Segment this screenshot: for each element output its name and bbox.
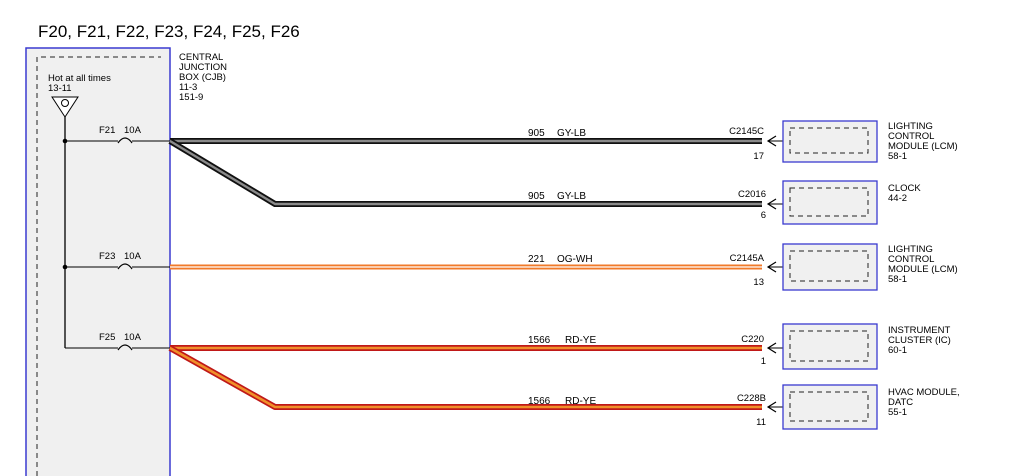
wire-label: 905 GY-LB	[528, 128, 586, 139]
cjb-label-line: JUNCTION	[179, 62, 227, 73]
connector-pin: 1	[761, 356, 766, 367]
cjb-label-line: 11-3	[179, 82, 197, 93]
circuit-number: 1566	[528, 396, 551, 407]
connector-c228b: C228B 11 HVAC MODULE, DATC 55-1	[737, 384, 960, 430]
wire-label: 905 GY-LB	[528, 191, 586, 202]
fuse-name: F21	[99, 125, 115, 136]
wire-1566-to-c228b	[168, 345, 762, 410]
module-box	[782, 180, 878, 225]
module-box	[782, 120, 878, 163]
fuse-rating: 10A	[124, 251, 142, 262]
cjb-label-line: CENTRAL	[179, 52, 223, 63]
circuit-number: 1566	[528, 335, 551, 346]
module-box	[782, 243, 878, 291]
circuit-number: 221	[528, 254, 545, 265]
diagram-title: F20, F21, F22, F23, F24, F25, F26	[38, 22, 300, 41]
connector-name: C2145A	[730, 253, 765, 264]
module-label: 44-2	[888, 193, 907, 204]
module-label: 58-1	[888, 151, 907, 162]
wire-905-to-c2016	[168, 138, 762, 207]
connector-name: C220	[741, 334, 764, 345]
module-label: 55-1	[888, 407, 907, 418]
circuit-number: 905	[528, 191, 545, 202]
fuse-name: F25	[99, 332, 115, 343]
connector-pin: 11	[756, 417, 766, 428]
cjb-box	[25, 47, 171, 476]
fuse-rating: 10A	[124, 125, 142, 136]
module-label: INSTRUMENT	[888, 325, 950, 336]
connector-c2145c: C2145C 17 LIGHTING CONTROL MODULE (LCM) …	[729, 120, 958, 163]
module-label: LIGHTING	[888, 121, 933, 132]
module-label: CONTROL	[888, 254, 934, 265]
wire-label: 221 OG-WH	[528, 254, 593, 265]
connector-name: C2145C	[729, 126, 764, 137]
cjb-label-line: 151-9	[179, 92, 203, 103]
module-label: CLOCK	[888, 183, 921, 194]
circuit-number: 905	[528, 128, 545, 139]
hot-label: Hot at all times	[48, 73, 111, 84]
fuse-f25: F25 10A	[65, 332, 170, 351]
module-label: 58-1	[888, 274, 907, 285]
module-label: MODULE (LCM)	[888, 141, 958, 152]
connector-pin: 17	[753, 151, 764, 162]
module-label: MODULE (LCM)	[888, 264, 958, 275]
fuse-name: F23	[99, 251, 115, 262]
connector-c2016: C2016 6 CLOCK 44-2	[738, 180, 921, 225]
cjb-inner-dash	[36, 56, 161, 476]
wire-label: 1566 RD-YE	[528, 396, 596, 407]
hot-ref: 13-11	[48, 83, 72, 94]
circuit-color: OG-WH	[557, 254, 593, 265]
connector-pin: 6	[761, 210, 766, 221]
module-label: CLUSTER (IC)	[888, 335, 951, 346]
fuse-f21: F21 10A	[65, 125, 170, 144]
fuse-rating: 10A	[124, 332, 142, 343]
cjb-label-line: BOX (CJB)	[179, 72, 226, 83]
module-label: 60-1	[888, 345, 907, 356]
cjb-label: CENTRAL JUNCTION BOX (CJB) 11-3 151-9	[179, 52, 227, 103]
connector-c220: C220 1 INSTRUMENT CLUSTER (IC) 60-1	[741, 323, 951, 370]
circuit-color: RD-YE	[565, 396, 596, 407]
module-label: LIGHTING	[888, 244, 933, 255]
module-label: DATC	[888, 397, 913, 408]
power-source-icon	[51, 96, 79, 118]
connector-c2145a: C2145A 13 LIGHTING CONTROL MODULE (LCM) …	[730, 243, 958, 291]
circuit-color: GY-LB	[557, 191, 586, 202]
connector-name: C2016	[738, 189, 766, 200]
module-label: CONTROL	[888, 131, 934, 142]
fuse-f23: F23 10A	[65, 251, 170, 270]
connector-pin: 13	[753, 277, 764, 288]
module-label: HVAC MODULE,	[888, 387, 960, 398]
circuit-color: GY-LB	[557, 128, 586, 139]
wire-label: 1566 RD-YE	[528, 335, 596, 346]
circuit-color: RD-YE	[565, 335, 596, 346]
connector-name: C228B	[737, 393, 766, 404]
